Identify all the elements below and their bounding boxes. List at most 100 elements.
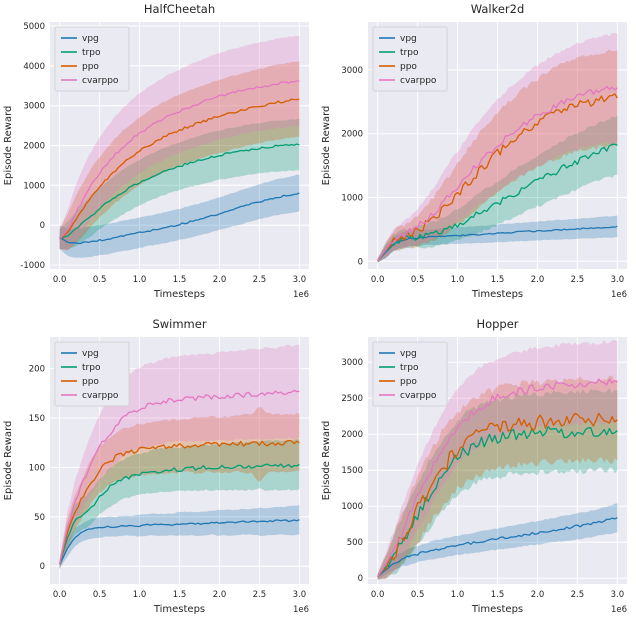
legend-label-trpo: trpo <box>400 48 419 58</box>
band-ppo <box>377 49 618 263</box>
legend-label-ppo: ppo <box>82 62 99 72</box>
legend-label-trpo: trpo <box>82 48 101 58</box>
x-tick-label: 2.0 <box>213 590 227 600</box>
line-trpo <box>377 426 618 578</box>
x-axis-label: Timesteps <box>471 289 523 300</box>
legend-label-ppo: ppo <box>400 62 417 72</box>
band-cvarppo <box>377 340 618 580</box>
legend-label-vpg: vpg <box>82 34 99 44</box>
x-tick-label: 2.5 <box>253 275 267 285</box>
x-tick-label: 2.5 <box>571 590 585 600</box>
legend-label-trpo: trpo <box>400 363 419 373</box>
swimmer-canvas: 0.0 0.5 1.0 1.5 2.0 2.5 3.0 0 50 100 150 200 Swimmer… <box>0 315 318 630</box>
x-tick-label: 1.5 <box>491 275 505 285</box>
x-tick-label: 0.5 <box>93 275 107 285</box>
legend-label-vpg: vpg <box>82 349 99 359</box>
line-ppo <box>377 93 618 262</box>
x-axis-label: Timesteps <box>471 604 523 615</box>
y-tick-label: 1500 <box>341 466 363 476</box>
y-tick-label: -1000 <box>20 261 45 271</box>
y-tick-label: 1000 <box>23 181 45 191</box>
legend-label-vpg: vpg <box>400 34 417 44</box>
x-tick-label: 2.5 <box>253 590 267 600</box>
chart-title: Walker2d <box>471 2 525 16</box>
band-ppo <box>377 375 618 580</box>
x-tick-label: 0.0 <box>371 590 385 600</box>
x-tick-label: 2.0 <box>531 590 545 600</box>
line-trpo <box>58 463 300 565</box>
x-tick-label: 3.0 <box>293 275 307 285</box>
legend <box>372 26 448 92</box>
x-tick-label: 3.0 <box>293 590 307 600</box>
band-trpo <box>377 115 618 263</box>
line-ppo <box>59 98 300 240</box>
hopper-canvas: 0.0 0.5 1.0 1.5 2.0 2.5 3.0 0 500 1000 1500 2000 250… <box>318 315 636 630</box>
x-axis-label: Timesteps <box>153 289 205 300</box>
axis-offset-text: 1e6 <box>293 605 309 615</box>
axis-offset-text: 1e6 <box>611 290 627 300</box>
band-cvarppo <box>59 35 300 251</box>
legend-label-ppo: ppo <box>82 377 99 387</box>
legend-label-ppo: ppo <box>400 377 417 387</box>
x-tick-label: 0.0 <box>53 275 67 285</box>
x-tick-label: 0.5 <box>93 590 107 600</box>
x-tick-label: 0.0 <box>53 590 67 600</box>
x-tick-label: 1.5 <box>491 590 505 600</box>
y-tick-label: 2000 <box>341 130 363 140</box>
line-trpo <box>377 143 618 262</box>
x-tick-label: 0.0 <box>371 275 385 285</box>
y-tick-label: 500 <box>347 538 363 548</box>
y-tick-label: 0 <box>358 257 363 267</box>
line-trpo <box>59 143 300 240</box>
line-vpg <box>377 517 618 578</box>
walker2d-canvas: 0.0 0.5 1.0 1.5 2.0 2.5 3.0 0 1000 2000 3000 Walker… <box>318 0 636 315</box>
y-axis-label: Episode Reward <box>3 421 14 501</box>
y-tick-label: 2500 <box>341 394 363 404</box>
x-tick-label: 0.5 <box>411 275 425 285</box>
x-tick-label: 2.0 <box>213 275 227 285</box>
band-trpo <box>377 388 618 580</box>
x-axis-label: Timesteps <box>153 604 205 615</box>
band-trpo <box>59 439 300 570</box>
legend-label-trpo: trpo <box>82 363 101 373</box>
x-tick-label: 0.5 <box>411 590 425 600</box>
band-vpg <box>59 505 300 569</box>
y-axis-label: Episode Reward <box>321 421 332 501</box>
legend <box>54 26 130 92</box>
x-tick-label: 1.5 <box>173 590 187 600</box>
chart-title: HalfCheetah <box>144 2 215 16</box>
band-ppo <box>59 61 300 251</box>
y-tick-label: 100 <box>29 463 45 473</box>
y-tick-label: 3000 <box>23 102 45 112</box>
legend <box>54 341 130 407</box>
legend-label-vpg: vpg <box>400 349 417 359</box>
x-tick-label: 2.5 <box>571 275 585 285</box>
y-tick-label: 2000 <box>23 142 45 152</box>
axis-offset-text: 1e6 <box>611 605 627 615</box>
x-tick-label: 1.0 <box>451 590 465 600</box>
x-tick-label: 1.0 <box>451 275 465 285</box>
halfcheetah-canvas: 0.0 0.5 1.0 1.5 2.0 2.5 3.0 -1000 0 1000 2000 3000 4… <box>0 0 318 315</box>
y-tick-label: 4000 <box>23 62 45 72</box>
chart-swimmer: 0.0 0.5 1.0 1.5 2.0 2.5 3.0 0 50 100 150 200 Swimmer… <box>0 315 318 630</box>
x-tick-label: 1.0 <box>133 590 147 600</box>
x-tick-label: 1.0 <box>133 275 147 285</box>
legend-label-cvarppo: cvarppo <box>400 76 437 86</box>
y-tick-label: 1000 <box>341 194 363 204</box>
line-ppo <box>58 439 300 565</box>
y-tick-label: 150 <box>29 414 45 424</box>
legend-label-cvarppo: cvarppo <box>400 391 437 401</box>
y-tick-label: 5000 <box>23 22 45 32</box>
x-tick-label: 1.5 <box>173 275 187 285</box>
legend-label-cvarppo: cvarppo <box>82 391 119 401</box>
chart-walker2d: 0.0 0.5 1.0 1.5 2.0 2.5 3.0 0 1000 2000 3000 Walker… <box>318 0 636 315</box>
band-vpg <box>377 503 618 579</box>
x-tick-label: 3.0 <box>611 275 625 285</box>
line-cvarppo <box>377 85 618 262</box>
y-tick-label: 0 <box>40 562 45 572</box>
chart-title: Swimmer <box>152 317 206 331</box>
y-tick-label: 50 <box>34 513 45 523</box>
x-tick-label: 2.0 <box>531 275 545 285</box>
y-tick-label: 0 <box>358 574 363 584</box>
